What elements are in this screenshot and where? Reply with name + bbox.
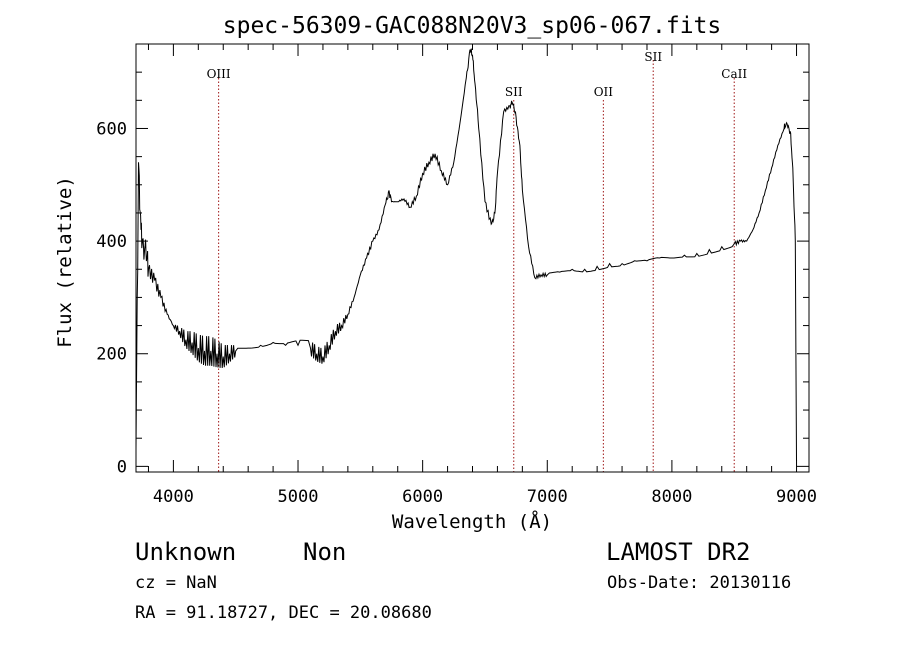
redshift-value: cz = NaN bbox=[135, 573, 217, 593]
axis-ticks: 4000 5000 6000 7000 8000 9000 0 200 400 600 bbox=[96, 44, 817, 507]
y-tick-label-0: 0 bbox=[117, 457, 127, 477]
x-tick-label-4000: 4000 bbox=[153, 487, 194, 507]
line-label-caii-4: CaII bbox=[721, 67, 747, 81]
y-axis-label: Flux (relative) bbox=[54, 176, 76, 348]
spectrum-line-0 bbox=[135, 48, 797, 461]
x-tick-label-8000: 8000 bbox=[651, 487, 692, 507]
y-tick-label-600: 600 bbox=[96, 119, 127, 139]
line-label-sii-1: SII bbox=[505, 85, 523, 99]
coordinates: RA = 91.18727, DEC = 20.08680 bbox=[135, 603, 432, 623]
observation-date: Obs-Date: 20130116 bbox=[607, 573, 792, 593]
y-tick-label-200: 200 bbox=[96, 345, 127, 365]
x-tick-label-7000: 7000 bbox=[527, 487, 568, 507]
spectrum-series bbox=[135, 48, 797, 461]
object-subclass: Non bbox=[303, 538, 347, 566]
x-tick-label-6000: 6000 bbox=[402, 487, 443, 507]
line-label-oiii-0: OIII bbox=[207, 67, 231, 81]
line-label-oii-2: OII bbox=[594, 85, 614, 99]
line-markers: OIII SII OII SII CaII bbox=[207, 50, 747, 472]
plot-frame bbox=[135, 43, 810, 473]
x-axis-label: Wavelength (Å) bbox=[392, 510, 552, 533]
y-tick-label-400: 400 bbox=[96, 232, 127, 252]
x-tick-label-5000: 5000 bbox=[278, 487, 319, 507]
survey-name: LAMOST DR2 bbox=[606, 538, 751, 566]
chart-title: spec-56309-GAC088N20V3_sp06-067.fits bbox=[223, 13, 722, 39]
x-tick-label-9000: 9000 bbox=[776, 487, 817, 507]
object-class: Unknown bbox=[135, 538, 237, 566]
line-label-sii-3: SII bbox=[644, 50, 662, 64]
